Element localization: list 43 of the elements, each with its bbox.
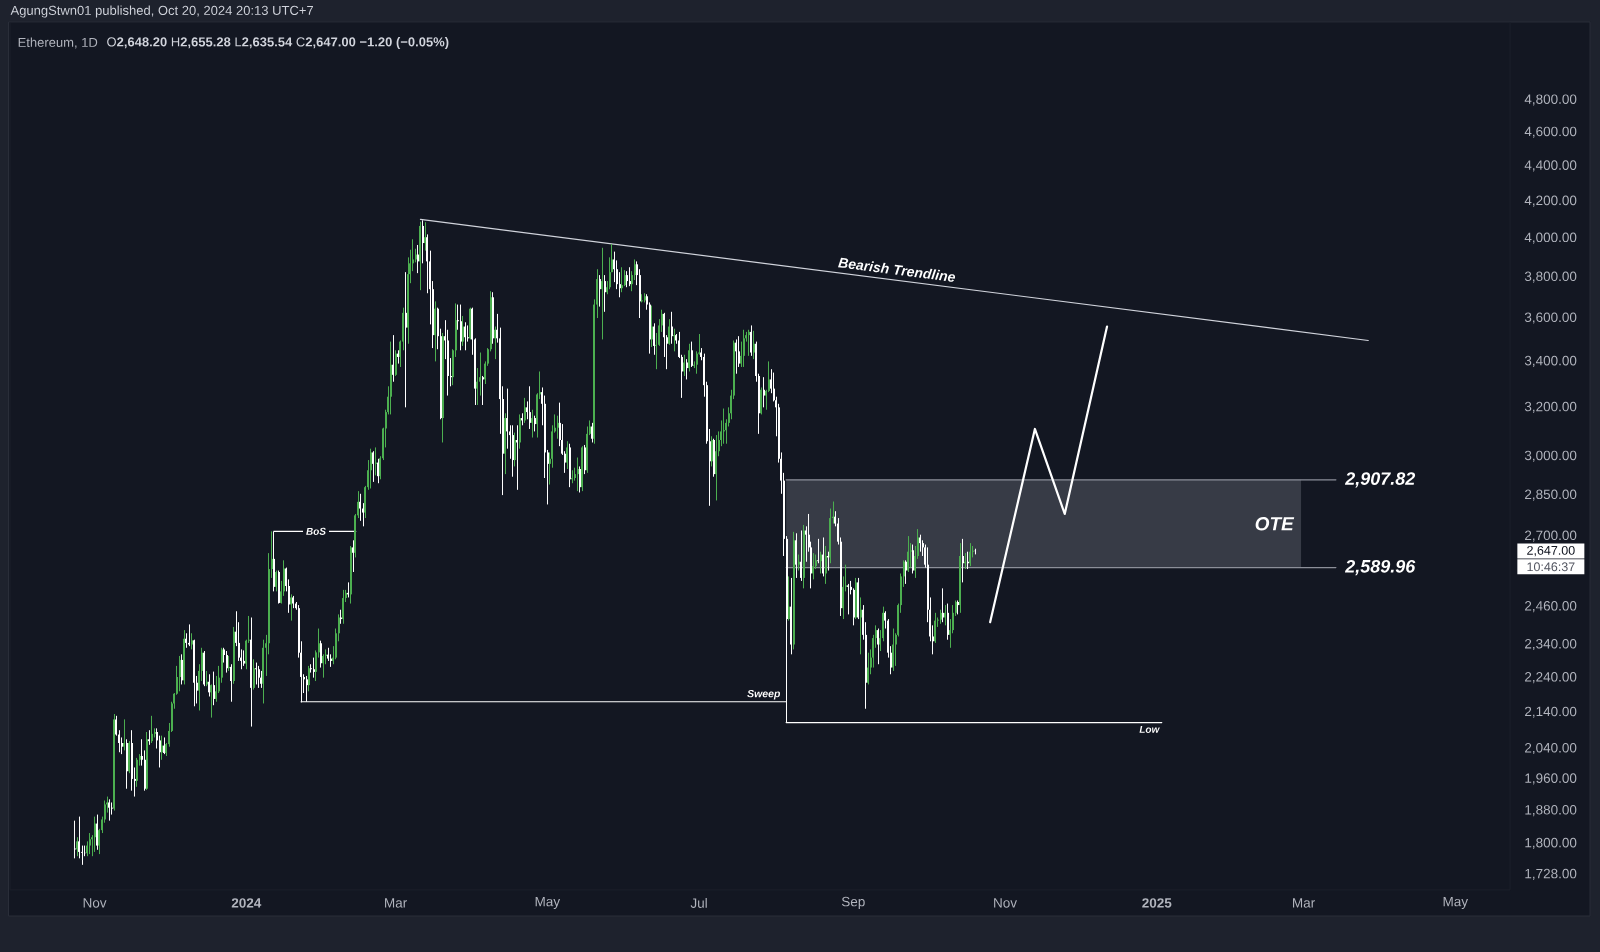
y-tick-label: 2,460.00 [1525, 601, 1577, 613]
y-tick-label: 4,400.00 [1524, 160, 1577, 172]
y-tick-label: 2,240.00 [1525, 672, 1577, 684]
y-tick-label: 2,700.00 [1525, 530, 1577, 542]
x-tick-label: Nov [83, 898, 107, 908]
annotation: Bearish Trendline [837, 257, 956, 282]
y-tick-label: 1,960.00 [1525, 773, 1577, 785]
y-tick-label: 3,000.00 [1524, 450, 1577, 462]
y-tick-label: 4,600.00 [1524, 126, 1577, 138]
x-tick-label: Jul [690, 897, 707, 908]
y-tick-label: 3,400.00 [1524, 355, 1577, 367]
y-tick-label: 1,880.00 [1525, 804, 1577, 817]
text: 10:46:37 [1527, 562, 1575, 572]
text: Ethereum, 1D [18, 37, 98, 49]
annotation: Low [1139, 725, 1160, 733]
data-label: 2,589.96 [1344, 559, 1416, 576]
x-tick-label: Nov [994, 898, 1017, 908]
y-tick-label: 2,140.00 [1525, 706, 1577, 718]
x-tick-label: 2025 [1142, 898, 1172, 908]
y-tick-label: 2,340.00 [1525, 638, 1577, 651]
data-label: 2,907.82 [1344, 472, 1416, 488]
series-label: OTE [1255, 517, 1295, 531]
text: 2,647.00 [1527, 545, 1575, 557]
y-tick-label: 1,800.00 [1525, 837, 1577, 849]
x-tick-label: May [1443, 896, 1469, 909]
annotation: Sweep [747, 689, 781, 700]
y-tick-label: 2,850.00 [1525, 489, 1577, 501]
y-tick-label: 4,000.00 [1524, 232, 1577, 244]
y-tick-label: 4,200.00 [1524, 195, 1577, 207]
x-tick-label: Sep [841, 896, 865, 910]
y-tick-label: 3,200.00 [1524, 401, 1577, 413]
x-tick-label: 2024 [231, 898, 262, 908]
y-tick-label: 1,728.00 [1525, 868, 1577, 880]
text: AgungStwn01 published, Oct 20, 2024 20:13 UTC+7 [10, 5, 313, 18]
annotation: BoS [306, 527, 326, 535]
x-tick-label: Mar [385, 898, 407, 908]
x-tick-label: Mar [1293, 898, 1315, 908]
y-tick-label: 3,600.00 [1524, 312, 1577, 324]
y-tick-label: 2,040.00 [1525, 742, 1577, 755]
x-tick-label: May [535, 896, 561, 909]
y-tick-label: 3,800.00 [1524, 271, 1577, 283]
text: O2,648.20 H2,655.28 L2,635.54 C2,647.00 −1.20 (−0.05%) [107, 36, 449, 50]
y-tick-label: 4,800.00 [1524, 94, 1577, 106]
